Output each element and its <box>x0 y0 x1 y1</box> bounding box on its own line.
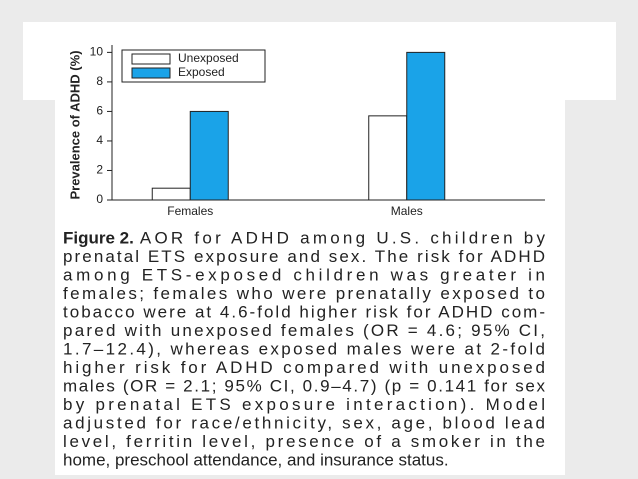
bar <box>368 115 408 201</box>
y-axis-label: Prevalence of ADHD (%) <box>67 50 82 199</box>
caption-line: AOR for ADHD among U.S. children by <box>140 228 546 247</box>
bar <box>406 51 446 201</box>
x-tick-label: Females <box>167 204 213 218</box>
y-tick-label: 8 <box>96 74 103 88</box>
caption-line: prenatal ETS exposure and sex. The risk … <box>63 247 545 266</box>
legend-label: Exposed <box>178 65 225 79</box>
x-tick-label: Males <box>391 204 423 218</box>
figure <box>55 37 565 475</box>
legend-swatch <box>131 53 171 65</box>
y-tick-label: 0 <box>96 192 103 206</box>
bar <box>189 110 229 201</box>
caption-line: adjusted for race/ethnicity, sex, age, b… <box>63 413 545 432</box>
caption-label: Figure 2. <box>63 228 134 247</box>
legend-label: Unexposed <box>178 51 239 65</box>
legend-swatch <box>131 67 171 79</box>
y-tick-label: 6 <box>96 104 103 118</box>
y-tick-label: 2 <box>96 163 103 177</box>
caption-line: level, ferritin level, presence of a smo… <box>63 432 545 451</box>
caption-line: tobacco were at 4.6-fold higher risk for… <box>63 302 545 321</box>
bar <box>151 187 191 201</box>
caption-line: pared with unexposed females (OR = 4.6; … <box>63 321 545 340</box>
caption-line: by prenatal ETS exposure interaction). M… <box>63 395 545 414</box>
caption-line: home, preschool attendance, and insuranc… <box>63 450 449 469</box>
caption-line: males (OR = 2.1; 95% CI, 0.9–4.7) (p = 0… <box>63 376 546 395</box>
y-tick-label: 4 <box>96 133 103 147</box>
y-tick-label: 10 <box>90 45 104 59</box>
caption-line: females; females who were prenatally exp… <box>63 284 545 303</box>
